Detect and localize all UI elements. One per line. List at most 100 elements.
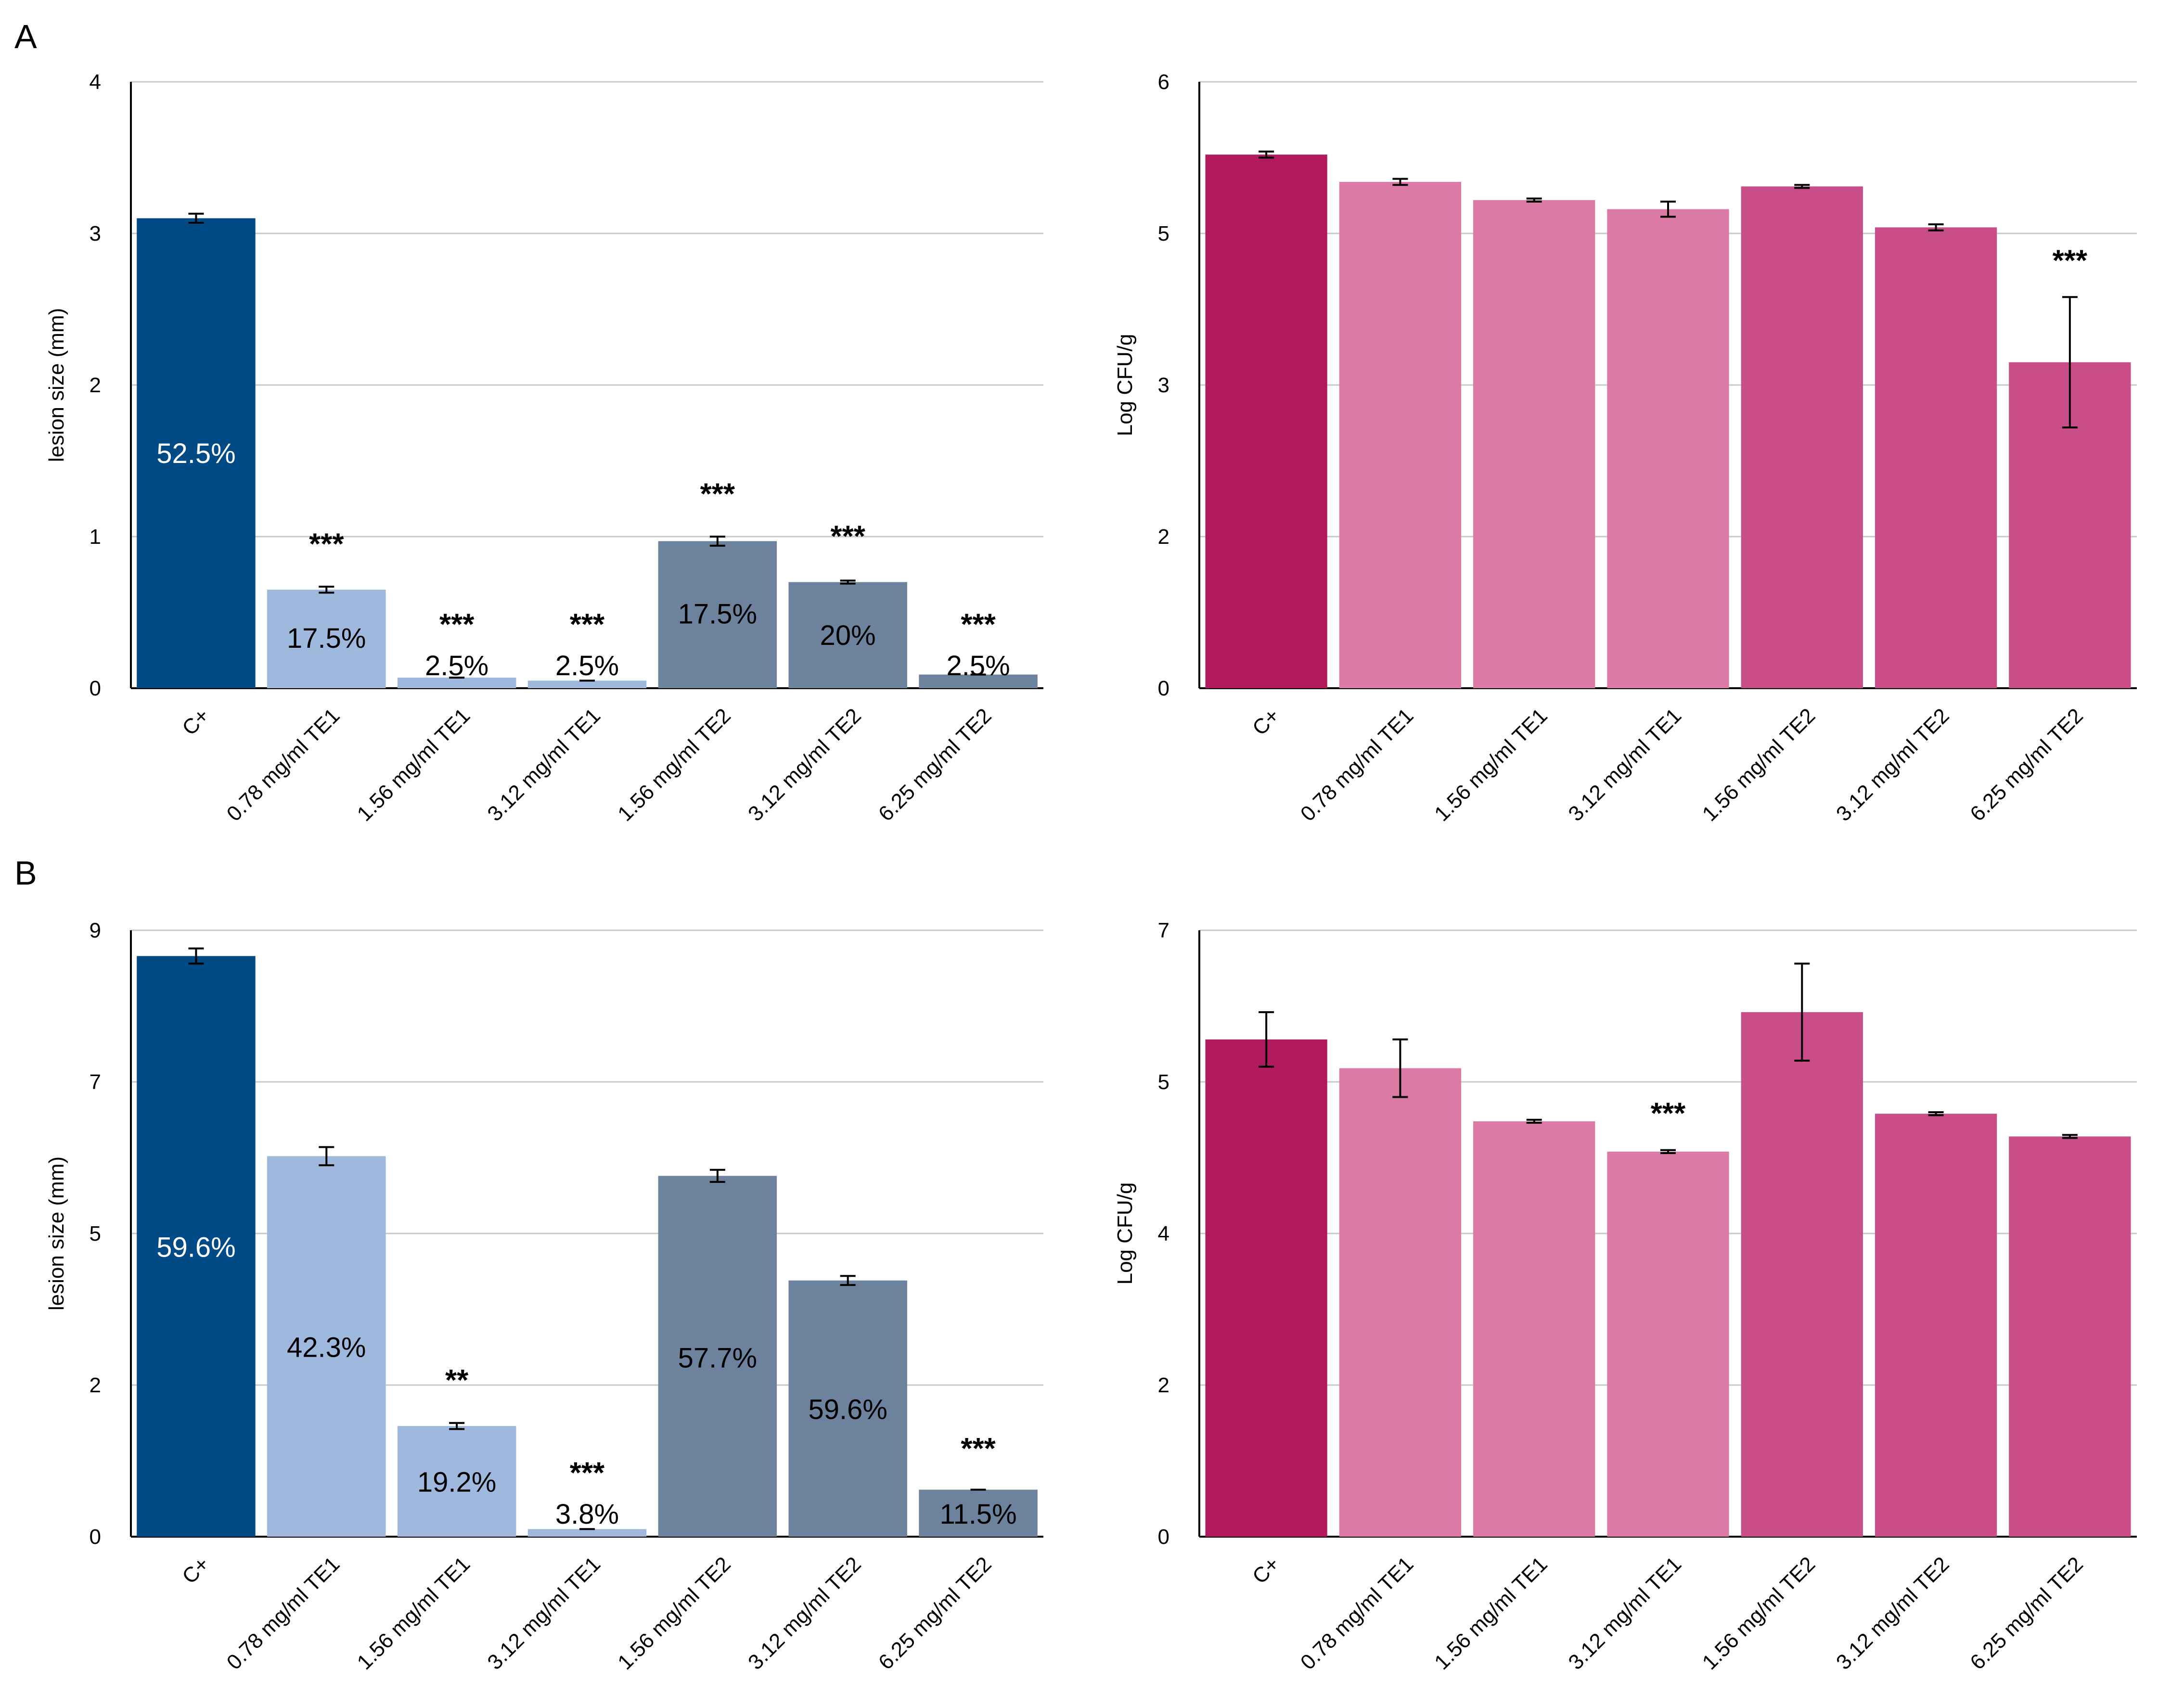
x-category-label: C+ bbox=[1248, 1552, 1284, 1588]
x-category-label: C+ bbox=[178, 1552, 214, 1588]
y-tick-label: 3 bbox=[90, 222, 101, 245]
error-bar bbox=[1392, 1038, 1408, 1098]
error-bar bbox=[709, 536, 725, 547]
error-bar bbox=[2062, 1134, 2078, 1139]
bar bbox=[267, 1156, 386, 1537]
bar bbox=[919, 1490, 1038, 1537]
bar-percent-label: 42.3% bbox=[287, 1332, 366, 1363]
y-tick-label: 2 bbox=[1158, 1374, 1169, 1397]
error-bar bbox=[1660, 200, 1676, 218]
x-category-label: 1.56 mg/ml TE1 bbox=[353, 704, 475, 826]
bar-percent-label: 2.5% bbox=[555, 650, 619, 681]
y-axis-title: lesion size (mm) bbox=[45, 1156, 68, 1310]
bar bbox=[1741, 1012, 1863, 1537]
x-category-label: 3.12 mg/ml TE1 bbox=[1564, 704, 1686, 826]
bar bbox=[1473, 1121, 1595, 1537]
error-bar bbox=[840, 1275, 856, 1286]
y-tick-label: 5 bbox=[90, 1222, 101, 1246]
x-category-label: 1.56 mg/ml TE1 bbox=[1430, 1552, 1552, 1674]
bar bbox=[527, 681, 647, 688]
significance-marker: *** bbox=[570, 608, 605, 641]
significance-marker: *** bbox=[2053, 244, 2088, 277]
x-category-label: 0.78 mg/ml TE1 bbox=[1296, 704, 1418, 826]
bar-percent-label: 11.5% bbox=[939, 1499, 1016, 1530]
error-bar bbox=[1259, 1011, 1274, 1068]
y-tick-label: 2 bbox=[90, 373, 101, 397]
significance-marker: *** bbox=[1651, 1097, 1686, 1130]
x-category-label: 3.12 mg/ml TE1 bbox=[1564, 1552, 1686, 1674]
y-tick-label: 6 bbox=[1158, 70, 1169, 94]
panel-letter-a: A bbox=[14, 18, 37, 55]
significance-marker: ** bbox=[445, 1364, 469, 1397]
y-tick-label: 5 bbox=[1158, 222, 1169, 245]
error-bar bbox=[1259, 150, 1274, 159]
y-axis-title: lesion size (mm) bbox=[45, 308, 68, 462]
y-tick-label: 0 bbox=[1158, 1525, 1169, 1549]
error-bar bbox=[1660, 1149, 1676, 1155]
x-category-label: 0.78 mg/ml TE1 bbox=[222, 704, 345, 826]
panel-letter-b: B bbox=[14, 854, 37, 892]
y-axis-title: Log CFU/g bbox=[1113, 334, 1137, 437]
bar-percent-label: 17.5% bbox=[678, 599, 757, 630]
x-category-label: 6.25 mg/ml TE2 bbox=[874, 1552, 996, 1674]
bar bbox=[658, 541, 777, 688]
x-category-label: 6.25 mg/ml TE2 bbox=[1966, 1552, 2088, 1674]
significance-marker: *** bbox=[961, 1432, 996, 1465]
x-category-label: C+ bbox=[1248, 704, 1284, 740]
bar bbox=[2009, 1136, 2131, 1537]
y-tick-label: 1 bbox=[90, 525, 101, 549]
chart-root: 0 1 2 3 4 lesion size (mm) 5 2.5% C+ 17.5% *** 0.78… bbox=[45, 70, 2137, 1674]
chart-A-lesion: 0 1 2 3 4 lesion size (mm) 52.5% C+ 17.5% *** 0.78… bbox=[45, 70, 1043, 826]
bar bbox=[1607, 209, 1729, 689]
y-tick-label: 2 bbox=[1158, 525, 1169, 549]
x-category-label: 3.12 mg/ml TE2 bbox=[744, 1552, 866, 1674]
bar bbox=[1205, 154, 1327, 689]
y-tick-label: 0 bbox=[90, 1525, 101, 1549]
bar-percent-label: 2.5% bbox=[425, 650, 488, 681]
error-bar bbox=[1794, 963, 1810, 1062]
bar-percent-label: 20% bbox=[820, 620, 876, 651]
x-category-label: 1.56 mg/ml TE1 bbox=[353, 1552, 475, 1674]
bar bbox=[1339, 1068, 1462, 1537]
significance-marker: *** bbox=[700, 477, 735, 511]
x-category-label: 3.12 mg/ml TE1 bbox=[483, 1552, 605, 1674]
x-category-label: 0.78 mg/ml TE1 bbox=[222, 1552, 345, 1674]
y-tick-label: 0 bbox=[1158, 677, 1169, 700]
significance-marker: *** bbox=[439, 608, 475, 641]
x-category-label: C+ bbox=[178, 704, 214, 740]
bar bbox=[1741, 186, 1863, 689]
error-bar bbox=[1526, 1118, 1542, 1124]
x-category-label: 1.56 mg/ml TE1 bbox=[1430, 704, 1552, 826]
x-category-label: 1.56 mg/ml TE2 bbox=[613, 1552, 735, 1674]
bar bbox=[527, 1529, 647, 1537]
error-bar bbox=[2062, 296, 2078, 429]
x-category-label: 1.56 mg/ml TE2 bbox=[613, 704, 735, 826]
significance-marker: *** bbox=[570, 1456, 605, 1490]
error-bar bbox=[1928, 223, 1944, 231]
error-bar bbox=[1928, 1111, 1944, 1117]
bar bbox=[1875, 227, 1997, 688]
error-bar bbox=[1392, 178, 1408, 186]
error-bar bbox=[1526, 197, 1542, 203]
x-category-label: 3.12 mg/ml TE1 bbox=[483, 704, 605, 826]
bar bbox=[788, 1280, 907, 1537]
chart-B-lesion: 0 2 5 7 9 lesion size (mm) 59.6% C+ 42.3% 0.78 mg… bbox=[45, 919, 1043, 1674]
bar-percent-label: 59.6% bbox=[156, 1232, 235, 1263]
y-tick-label: 5 bbox=[1158, 1070, 1169, 1094]
y-tick-label: 4 bbox=[90, 70, 101, 94]
x-category-label: 0.78 mg/ml TE1 bbox=[1296, 1552, 1418, 1674]
bar bbox=[1205, 1039, 1327, 1537]
bar-percent-label: 3.8% bbox=[555, 1499, 619, 1530]
bar-percent-label: 19.2% bbox=[417, 1467, 496, 1498]
error-bar bbox=[319, 585, 334, 594]
bar-percent-label: 17.5% bbox=[287, 623, 366, 654]
x-category-label: 6.25 mg/ml TE2 bbox=[1966, 704, 2088, 826]
bar-percent-label: 2.5% bbox=[946, 650, 1010, 681]
significance-marker: *** bbox=[831, 520, 866, 553]
error-bar bbox=[840, 579, 856, 585]
bar bbox=[137, 218, 256, 688]
x-category-label: 3.12 mg/ml TE2 bbox=[1832, 1552, 1954, 1674]
error-bar bbox=[709, 1169, 725, 1183]
